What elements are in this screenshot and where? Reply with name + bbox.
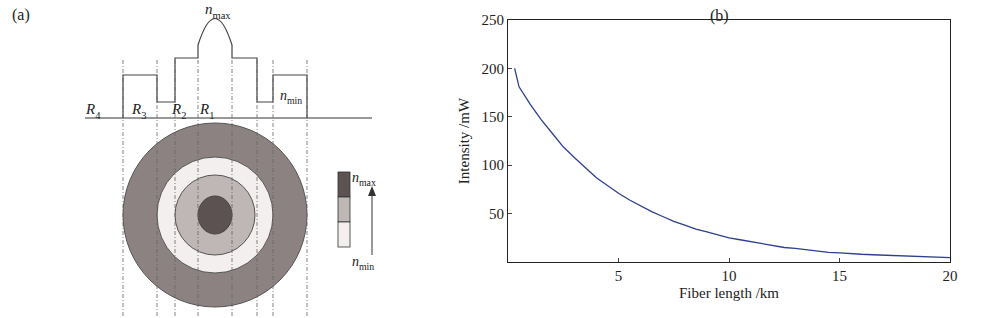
svg-text:5: 5	[615, 268, 623, 284]
svg-text:250: 250	[482, 12, 505, 28]
svg-text:(a): (a)	[12, 6, 30, 24]
svg-text:R3: R3	[131, 101, 146, 121]
svg-text:nmax: nmax	[352, 170, 376, 188]
svg-text:R2: R2	[171, 101, 186, 121]
svg-text:200: 200	[482, 61, 505, 77]
svg-text:Fiber length /km: Fiber length /km	[679, 285, 779, 301]
svg-text:20: 20	[943, 268, 958, 284]
svg-text:nmin: nmin	[280, 88, 302, 106]
svg-text:R4: R4	[85, 101, 101, 121]
svg-text:R1: R1	[199, 101, 214, 121]
svg-text:(b): (b)	[710, 7, 729, 25]
svg-text:15: 15	[832, 268, 847, 284]
svg-text:nmax: nmax	[205, 1, 231, 21]
svg-text:50: 50	[489, 206, 504, 222]
svg-text:100: 100	[482, 157, 505, 173]
svg-text:10: 10	[722, 268, 737, 284]
svg-text:nmin: nmin	[352, 254, 374, 272]
svg-text:Intensity /mW: Intensity /mW	[456, 97, 472, 184]
svg-text:150: 150	[482, 109, 505, 125]
